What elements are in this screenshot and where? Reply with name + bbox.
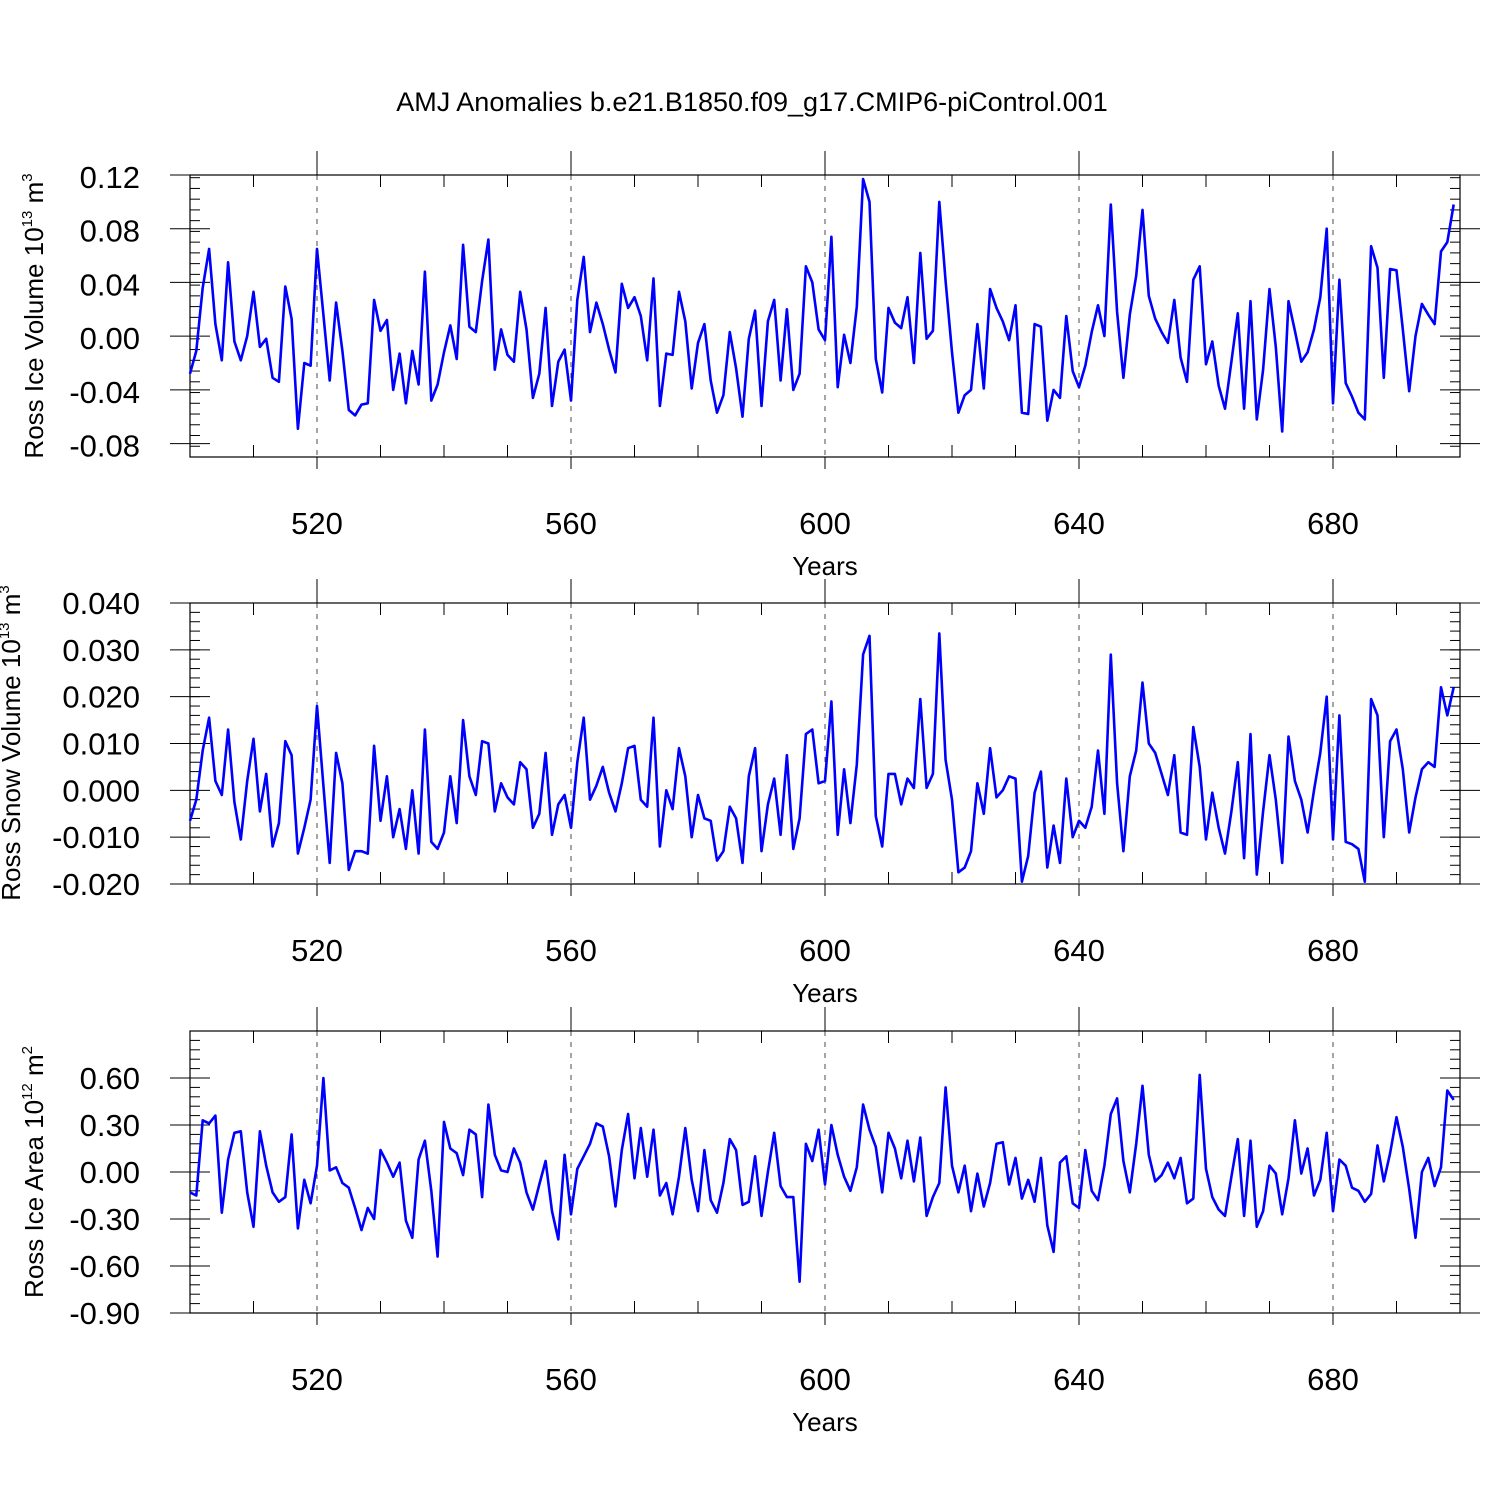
figure-title: AMJ Anomalies b.e21.B1850.f09_g17.CMIP6-… — [396, 87, 1107, 117]
y-axis-label: Ross Snow Volume 1013 m3 — [0, 585, 26, 901]
y-tick-label: 0.08 — [80, 214, 140, 249]
panel-ross-ice-volume: 520 560 600 640 680 0.12 0.08 0.04 0.00 -0.04 -0.0… — [19, 151, 1480, 581]
y-tick-label: -0.04 — [69, 375, 140, 410]
x-tick-label: 520 — [291, 506, 343, 541]
panel-ross-snow-volume: 520 560 600 640 680 0.040 0.030 0.020 0.010 0.000… — [0, 579, 1480, 1008]
plot-frame — [189, 1030, 1461, 1314]
y-tick-label: 0.30 — [80, 1108, 140, 1143]
y-tick-label: 0.12 — [80, 160, 140, 195]
y-tick-label: -0.08 — [69, 429, 140, 464]
y-tick-label: 0.60 — [80, 1061, 140, 1096]
x-tick-label: 640 — [1053, 933, 1105, 968]
y-tick-label: -0.60 — [69, 1249, 140, 1284]
x-tick-label: 680 — [1307, 1362, 1359, 1397]
y-tick-label: -0.020 — [52, 867, 140, 902]
x-tick-label: 600 — [799, 1362, 851, 1397]
y-tick-label: 0.020 — [62, 680, 140, 715]
x-tick-label: 640 — [1053, 1362, 1105, 1397]
y-tick-label: 0.00 — [80, 1155, 140, 1190]
y-tick-label: 0.010 — [62, 727, 140, 762]
x-tick-label: 640 — [1053, 506, 1105, 541]
series-line-ross-ice-volume — [188, 177, 1455, 433]
x-tick-label: 600 — [799, 933, 851, 968]
panel-ross-ice-area: 520 560 600 640 680 0.60 0.30 0.00 -0.30 -0.60 -0.… — [19, 1007, 1480, 1437]
y-tick-label: -0.90 — [69, 1296, 140, 1331]
series-line-ross-snow-volume — [188, 632, 1455, 884]
x-axis-label: Years — [792, 551, 858, 581]
plot-frame — [189, 174, 1461, 458]
y-tick-label: -0.30 — [69, 1202, 140, 1237]
x-tick-label: 600 — [799, 506, 851, 541]
x-axis-label: Years — [792, 1407, 858, 1437]
x-tick-label: 520 — [291, 1362, 343, 1397]
y-axis-label: Ross Ice Volume 1013 m3 — [19, 173, 49, 458]
x-axis-label: Years — [792, 978, 858, 1008]
x-tick-label: 680 — [1307, 933, 1359, 968]
plot-frame — [189, 602, 1461, 885]
x-tick-label: 680 — [1307, 506, 1359, 541]
y-tick-label: 0.00 — [80, 321, 140, 356]
x-tick-label: 560 — [545, 1362, 597, 1397]
x-tick-label: 560 — [545, 933, 597, 968]
y-tick-label: 0.030 — [62, 633, 140, 668]
y-axis-label: Ross Ice Area 1012 m2 — [19, 1046, 49, 1298]
x-tick-label: 560 — [545, 506, 597, 541]
panels: 520 560 600 640 680 0.12 0.08 0.04 0.00 -0.04 -0.0… — [0, 151, 1480, 1437]
y-tick-label: -0.010 — [52, 820, 140, 855]
y-tick-label: 0.040 — [62, 586, 140, 621]
x-tick-label: 520 — [291, 933, 343, 968]
series-line-ross-ice-area — [189, 1073, 1455, 1283]
y-tick-label: 0.04 — [80, 267, 140, 302]
y-tick-label: 0.000 — [62, 773, 140, 808]
